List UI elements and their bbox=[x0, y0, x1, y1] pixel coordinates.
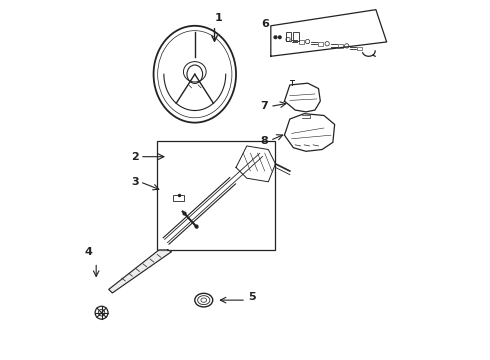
Polygon shape bbox=[109, 250, 172, 293]
Bar bbox=[357, 46, 362, 50]
Circle shape bbox=[278, 36, 282, 39]
Text: 6: 6 bbox=[261, 19, 269, 29]
Text: 3: 3 bbox=[132, 177, 139, 187]
Bar bbox=[338, 44, 343, 48]
Text: 8: 8 bbox=[261, 136, 269, 145]
Bar bbox=[318, 42, 323, 46]
Text: 7: 7 bbox=[261, 102, 269, 112]
Bar bbox=[173, 194, 184, 201]
Bar bbox=[298, 40, 304, 44]
Text: 4: 4 bbox=[85, 247, 93, 257]
Text: 5: 5 bbox=[248, 292, 256, 302]
Circle shape bbox=[274, 36, 277, 39]
Text: 1: 1 bbox=[215, 13, 222, 23]
Bar bbox=[157, 140, 275, 250]
Bar bbox=[294, 32, 299, 41]
Bar bbox=[286, 32, 291, 41]
Text: 2: 2 bbox=[131, 152, 139, 162]
